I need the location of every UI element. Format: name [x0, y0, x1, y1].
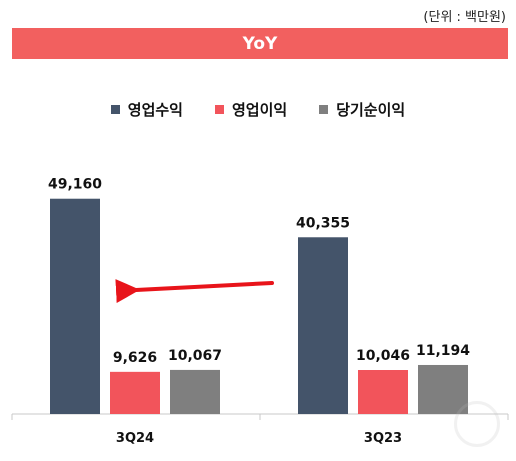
value-label-3q24-operating-income: 9,626 [113, 350, 157, 366]
watermark-logo [454, 401, 500, 447]
bar-3q23-net-income [418, 364, 468, 414]
legend-item-revenue: 영업수익 [110, 99, 183, 120]
bar-3q24-revenue [50, 198, 100, 414]
value-label-3q23-operating-income: 10,046 [356, 348, 410, 364]
value-label-3q23-net-income: 11,194 [416, 343, 470, 359]
legend-label-net-income: 당기순이익 [336, 101, 406, 119]
value-label-3q24-revenue: 49,160 [48, 177, 102, 193]
category-label-3q23: 3Q23 [364, 431, 402, 446]
legend-swatch-operating-income [214, 105, 224, 114]
comparison-arrow [115, 279, 274, 304]
category-label-3q24: 3Q24 [116, 431, 154, 446]
yoy-banner: YoY [12, 28, 508, 59]
legend-label-revenue: 영업수익 [127, 101, 183, 119]
unit-note: (단위 : 백만원) [423, 10, 506, 25]
banner-title: YoY [242, 33, 278, 54]
chart-legend: 영업수익 영업이익 당기순이익 [0, 99, 516, 120]
bar-3q23-operating-income [358, 370, 408, 414]
legend-item-operating-income: 영업이익 [214, 99, 288, 120]
legend-swatch-net-income [319, 105, 329, 114]
bar-3q24-operating-income [110, 371, 160, 414]
bar-3q24-net-income [170, 369, 220, 414]
value-label-3q24-net-income: 10,067 [168, 348, 222, 364]
legend-item-net-income: 당기순이익 [319, 99, 405, 120]
legend-swatch-revenue [110, 105, 120, 114]
bar-3q23-revenue [298, 237, 348, 414]
value-label-3q23-revenue: 40,355 [296, 215, 350, 231]
legend-label-operating-income: 영업이익 [231, 101, 288, 119]
